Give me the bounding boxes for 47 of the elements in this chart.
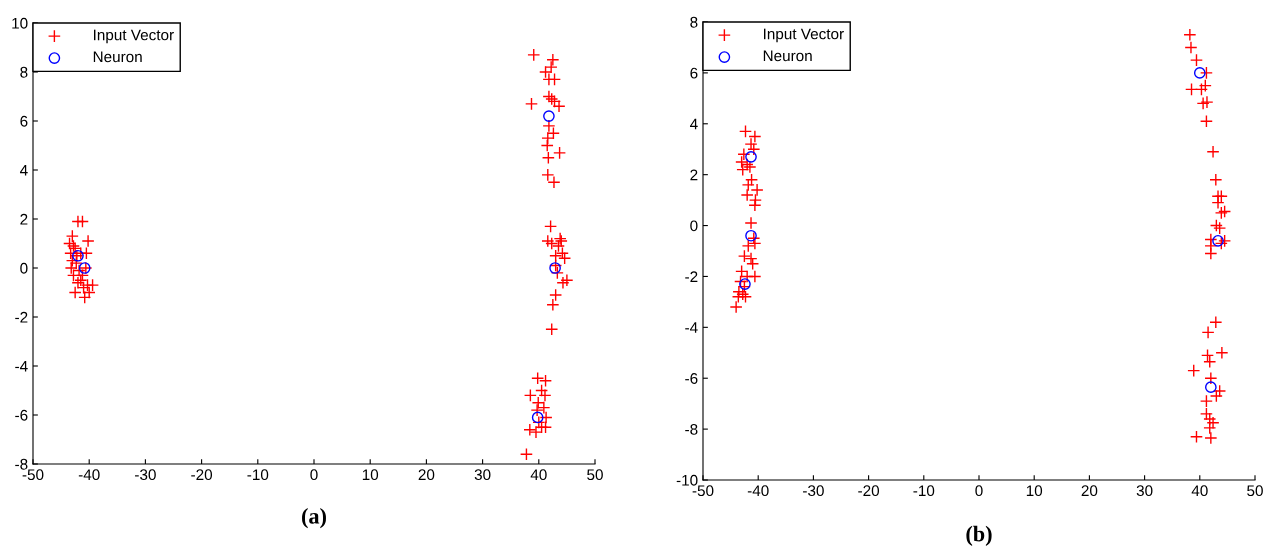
y-tick-label: -2 <box>15 311 28 323</box>
y-tick-label: -8 <box>15 458 28 470</box>
x-tick-label: 30 <box>1136 485 1153 497</box>
x-tick-label: -50 <box>692 485 714 497</box>
x-tick-label: -50 <box>22 469 44 481</box>
x-tick-label: 10 <box>1026 485 1043 497</box>
x-tick-label: -40 <box>78 469 100 481</box>
y-tick-label: 8 <box>690 16 698 28</box>
legend-label: Input Vector <box>763 28 844 43</box>
x-tick-label: -10 <box>913 485 935 497</box>
text: (a) <box>302 508 326 529</box>
x-tick-label: 50 <box>1247 485 1263 497</box>
x-tick-label: 20 <box>418 469 435 481</box>
y-tick-label: -4 <box>15 361 28 372</box>
x-tick-label: 0 <box>975 485 983 497</box>
x-tick-label: 40 <box>530 469 547 481</box>
y-tick-label: -6 <box>685 373 698 384</box>
x-tick-label: 30 <box>474 469 491 481</box>
y-tick-label: 8 <box>20 66 28 78</box>
y-tick-label: -6 <box>15 409 28 421</box>
x-tick-label: -40 <box>747 485 769 497</box>
x-tick-label: -20 <box>858 485 880 497</box>
y-tick-label: 0 <box>20 262 28 274</box>
y-tick-label: 2 <box>690 169 698 181</box>
x-tick-label: -20 <box>191 469 213 481</box>
text: (b) <box>966 525 992 546</box>
legend-label: Input Vector <box>93 29 174 44</box>
y-tick-label: 6 <box>690 67 698 79</box>
y-tick-label: 10 <box>12 17 28 29</box>
x-tick-label: 10 <box>362 469 379 481</box>
x-tick-label: -30 <box>803 485 824 497</box>
x-tick-label: 0 <box>310 469 318 481</box>
x-tick-label: 20 <box>1081 485 1098 497</box>
y-tick-label: -8 <box>685 423 698 435</box>
legend-label: Neuron <box>93 51 142 63</box>
y-tick-label: -2 <box>685 271 698 282</box>
y-tick-label: 0 <box>690 220 698 232</box>
y-tick-label: 4 <box>689 118 698 130</box>
y-tick-label: 2 <box>20 213 28 225</box>
y-tick-label: 4 <box>19 165 28 176</box>
x-tick-label: -10 <box>247 469 269 481</box>
x-tick-label: -30 <box>135 469 156 481</box>
x-tick-label: 40 <box>1191 485 1208 497</box>
y-tick-label: 6 <box>20 115 28 127</box>
legend-label: Neuron <box>763 50 812 62</box>
x-tick-label: 50 <box>587 469 603 481</box>
y-tick-label: -4 <box>685 322 698 333</box>
